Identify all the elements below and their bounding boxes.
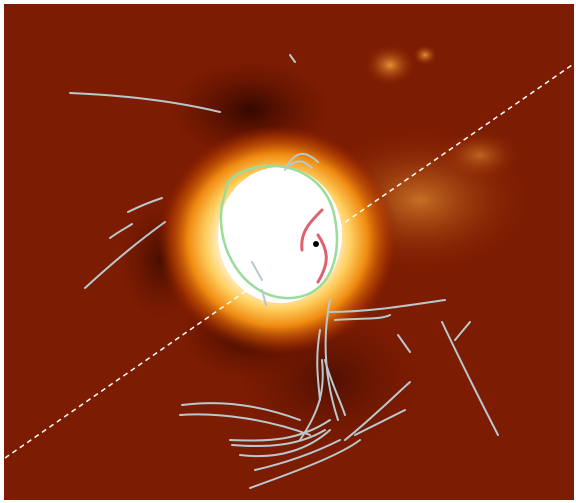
dashed-line xyxy=(4,64,573,459)
bright-regions xyxy=(158,45,530,355)
red-curves xyxy=(300,208,328,284)
marker xyxy=(313,241,319,247)
filaments xyxy=(69,54,499,489)
green-contour xyxy=(219,164,339,300)
